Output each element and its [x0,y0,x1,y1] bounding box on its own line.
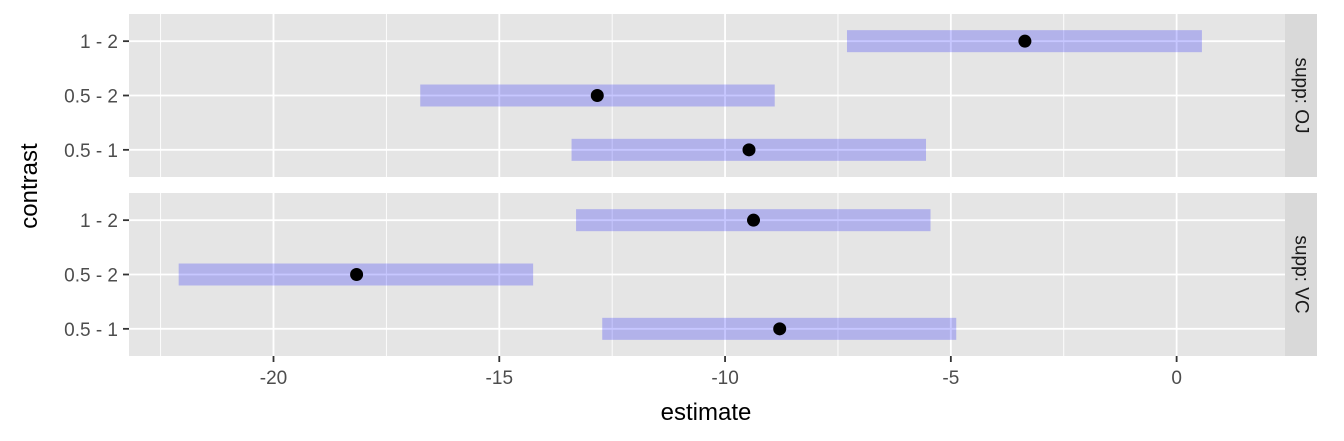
x-tick-label: -15 [486,368,513,389]
x-tick-label: -20 [260,368,287,389]
facet-panel: 1 - 2 0.5 - 2 0.5 - 1 supp: OJ [64,14,1317,177]
estimate-point [747,213,761,227]
x-tick-label: -10 [711,368,738,389]
estimate-point [1018,34,1032,48]
x-tick-label: -5 [942,368,959,389]
y-axis-title: contrast [16,143,43,229]
x-tick-label: 0 [1171,368,1182,389]
facet-panels: 1 - 2 0.5 - 2 0.5 - 1 supp: OJ 1 - 2 0.5 - 2 0… [64,14,1317,356]
facet-strip [1285,193,1317,356]
estimate-point [773,322,787,336]
estimate-point [350,268,364,281]
y-tick-label: 0.5 - 1 [64,141,118,162]
estimate-point [742,143,756,157]
y-tick-label: 0.5 - 2 [64,87,118,108]
estimate-point [590,89,604,102]
x-axis-title: estimate [661,399,752,426]
y-tick-label: 0.5 - 1 [64,320,118,341]
facet-strip-label: supp: OJ [1291,57,1312,133]
y-tick-label: 0.5 - 2 [64,266,118,287]
y-tick-label: 1 - 2 [80,32,118,53]
x-axis: -20 -15 -10 -5 0 [260,356,1182,389]
y-tick-label: 1 - 2 [80,211,118,232]
facet-strip [1285,14,1317,177]
facet-strip-label: supp: VC [1291,235,1312,313]
facet-panel: 1 - 2 0.5 - 2 0.5 - 1 supp: VC [64,193,1317,356]
